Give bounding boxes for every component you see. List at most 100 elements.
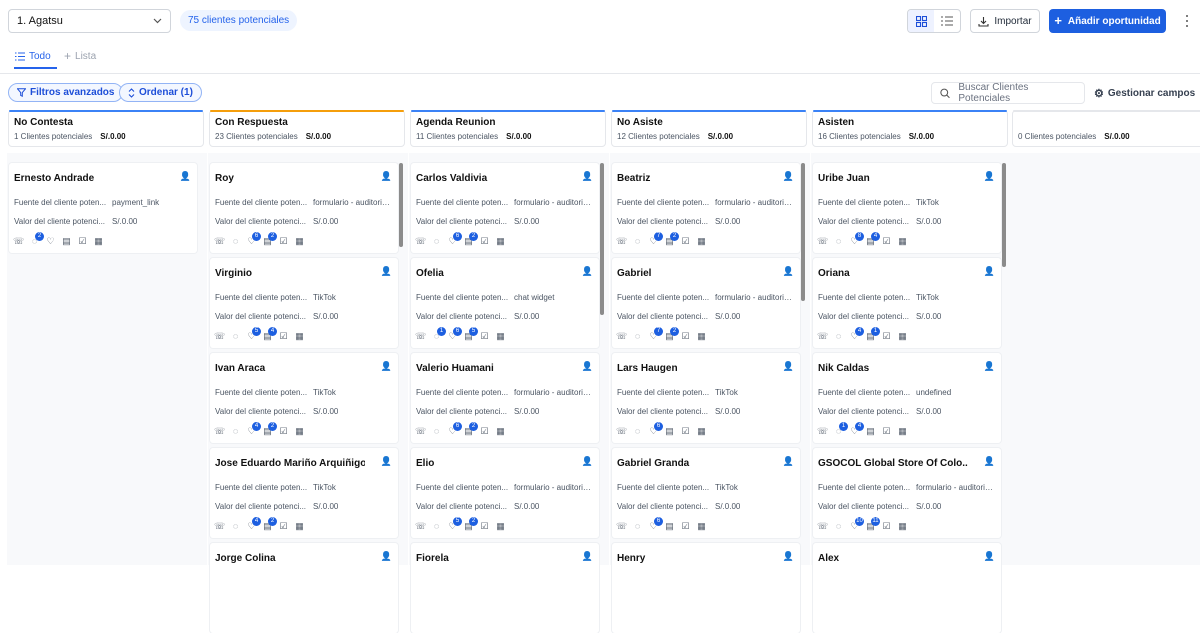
chat-icon[interactable]: ◌ [634,521,641,531]
lead-name[interactable]: Elio [416,458,435,469]
chat-icon[interactable]: ◌ [634,236,641,246]
assign-user-icon[interactable]: 👤 [581,361,593,371]
calendar-icon[interactable]: ▦ [898,521,907,531]
pipeline-select[interactable]: 1. Agatsu [8,9,171,33]
lead-card[interactable]: Jorge Colina 👤 [210,543,398,633]
import-button[interactable]: Importar [970,9,1040,33]
document-icon[interactable]: ▤ 2 [262,422,277,436]
grid-view-button[interactable] [908,10,934,32]
chat-icon[interactable]: ◌ 1 [833,422,848,436]
calendar-icon[interactable]: ▦ [295,331,304,341]
assign-user-icon[interactable]: 👤 [782,551,794,561]
lead-name[interactable]: Ivan Araca [215,363,266,374]
document-icon[interactable]: ▤ [665,521,674,531]
phone-icon[interactable]: ☏ [817,236,829,246]
calendar-icon[interactable]: ▦ [697,426,706,436]
assign-user-icon[interactable]: 👤 [983,171,995,181]
calendar-icon[interactable]: ▦ [295,426,304,436]
assign-user-icon[interactable]: 👤 [380,456,392,466]
assign-user-icon[interactable]: 👤 [380,171,392,181]
search-input[interactable]: Buscar Clientes Potenciales [931,82,1085,104]
checkbox-icon[interactable]: ☑ [882,521,891,531]
checkbox-icon[interactable]: ☑ [279,426,288,436]
assign-user-icon[interactable]: 👤 [983,551,995,561]
document-icon[interactable]: ▤ 2 [664,327,679,341]
lead-name[interactable]: Jorge Colina [215,553,276,564]
chat-icon[interactable]: ◌ [634,426,641,436]
chat-icon[interactable]: ◌ [835,331,842,341]
heart-icon[interactable]: ♡ 4 [246,422,261,436]
assign-user-icon[interactable]: 👤 [983,361,995,371]
assign-user-icon[interactable]: 👤 [581,171,593,181]
column-scrollbar[interactable] [801,163,805,301]
chat-icon[interactable]: ◌ [433,236,440,246]
lead-name[interactable]: Virginio [215,268,253,279]
assign-user-icon[interactable]: 👤 [581,266,593,276]
chat-icon[interactable]: ◌ [433,426,440,436]
checkbox-icon[interactable]: ☑ [78,236,87,246]
heart-icon[interactable]: ♡ 6 [447,422,462,436]
list-view-button[interactable] [934,10,960,32]
heart-icon[interactable]: ♡ 6 [447,327,462,341]
heart-icon[interactable]: ♡ 6 [246,232,261,246]
assign-user-icon[interactable]: 👤 [581,551,593,561]
lead-card[interactable]: Carlos Valdivia 👤 Fuente del cliente pote… [411,163,599,253]
lead-card[interactable]: Alex 👤 [813,543,1001,633]
heart-icon[interactable]: ♡ 5 [447,517,462,531]
checkbox-icon[interactable]: ☑ [279,236,288,246]
lead-name[interactable]: Henry [617,553,646,564]
lead-card[interactable]: Roy 👤 Fuente del cliente poten... formular… [210,163,398,253]
lead-name[interactable]: Alex [818,553,840,564]
lead-card[interactable]: Gabriel 👤 Fuente del cliente poten... form… [612,258,800,348]
lead-card[interactable]: Beatriz 👤 Fuente del cliente poten... form… [612,163,800,253]
heart-icon[interactable]: ♡ 7 [648,327,663,341]
lead-name[interactable]: GSOCOL Global Store Of Colo... [818,458,968,469]
chat-icon[interactable]: ◌ [232,331,239,341]
tab-lista[interactable]: + Lista [64,47,96,65]
assign-user-icon[interactable]: 👤 [983,456,995,466]
phone-icon[interactable]: ☏ [616,236,628,246]
assign-user-icon[interactable]: 👤 [782,266,794,276]
lead-name[interactable]: Gabriel Granda [617,458,690,469]
document-icon[interactable]: ▤ [62,236,71,246]
document-icon[interactable]: ▤ [866,426,875,436]
assign-user-icon[interactable]: 👤 [179,171,191,181]
phone-icon[interactable]: ☏ [616,521,628,531]
lead-name[interactable]: Beatriz [617,173,651,184]
checkbox-icon[interactable]: ☑ [681,426,690,436]
lead-card[interactable]: Ivan Araca 👤 Fuente del cliente poten... T… [210,353,398,443]
calendar-icon[interactable]: ▦ [496,331,505,341]
view-toggle[interactable] [907,9,961,33]
heart-icon[interactable]: ♡ 6 [648,517,663,531]
document-icon[interactable]: ▤ 2 [463,517,478,531]
phone-icon[interactable]: ☏ [214,236,226,246]
calendar-icon[interactable]: ▦ [496,521,505,531]
lead-name[interactable]: Gabriel [617,268,652,279]
calendar-icon[interactable]: ▦ [496,426,505,436]
document-icon[interactable]: ▤ 2 [664,232,679,246]
checkbox-icon[interactable]: ☑ [882,426,891,436]
lead-card[interactable]: Gabriel Granda 👤 Fuente del cliente poten… [612,448,800,538]
lead-name[interactable]: Lars Haugen [617,363,678,374]
assign-user-icon[interactable]: 👤 [782,361,794,371]
phone-icon[interactable]: ☏ [214,521,226,531]
phone-icon[interactable]: ☏ [214,426,226,436]
phone-icon[interactable]: ☏ [817,521,829,531]
assign-user-icon[interactable]: 👤 [380,551,392,561]
calendar-icon[interactable]: ▦ [898,236,907,246]
document-icon[interactable]: ▤ 1 [865,327,880,341]
heart-icon[interactable]: ♡ 4 [246,517,261,531]
assign-user-icon[interactable]: 👤 [380,361,392,371]
checkbox-icon[interactable]: ☑ [279,331,288,341]
chat-icon[interactable]: ◌ 1 [431,327,446,341]
chat-icon[interactable]: ◌ [835,236,842,246]
phone-icon[interactable]: ☏ [616,426,628,436]
calendar-icon[interactable]: ▦ [898,426,907,436]
document-icon[interactable]: ▤ 11 [866,517,880,531]
lead-card[interactable]: Valerio Huamani 👤 Fuente del cliente pote… [411,353,599,443]
lead-name[interactable]: Oriana [818,268,850,279]
column-scrollbar[interactable] [1002,163,1006,267]
checkbox-icon[interactable]: ☑ [279,521,288,531]
assign-user-icon[interactable]: 👤 [983,266,995,276]
document-icon[interactable]: ▤ 2 [463,232,478,246]
